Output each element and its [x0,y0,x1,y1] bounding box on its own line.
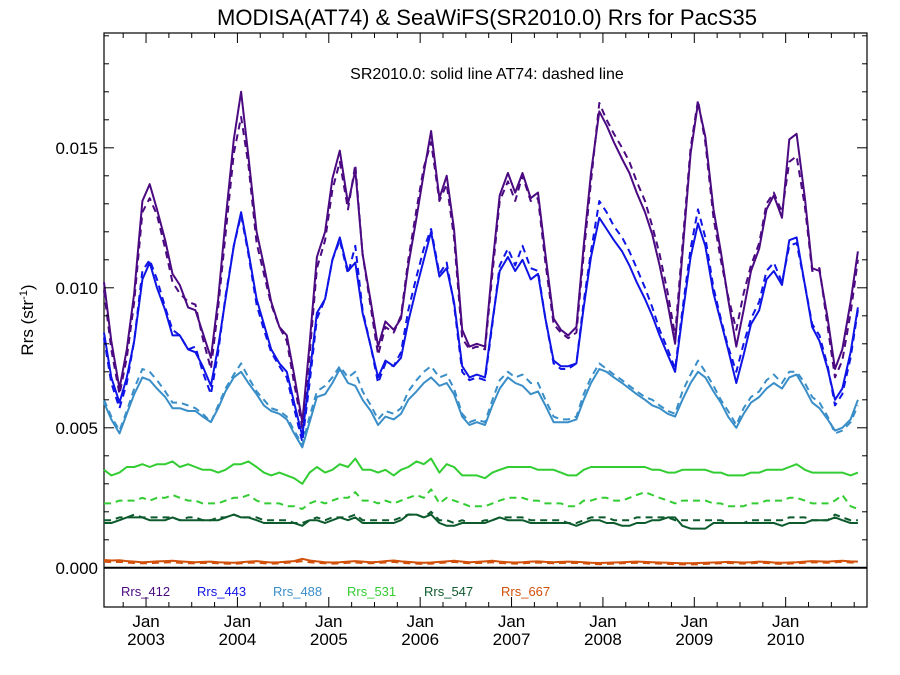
y-axis-label-close: ) [18,284,37,290]
series-line-rrs-531-at74-dashed [104,488,859,510]
series-line-rrs-488-sr2010-solid [103,368,859,449]
x-tick-year-label: 2010 [767,630,805,649]
legend-item-rrs-531: Rrs_531 [347,584,396,599]
series-line-rrs-667-sr2010-solid [103,557,858,565]
x-tick-year-label: 2006 [401,630,439,649]
legend-item-rrs-488: Rrs_488 [273,584,322,599]
y-axis: 0.000 0.005 0.010 0.015 [55,35,867,578]
series-line-rrs-488-at74-dashed [103,359,859,446]
x-tick-month-label: Jan [772,612,799,631]
series-layer [103,90,859,566]
x-axis: Jan2003Jan2004Jan2005Jan2006Jan2007Jan20… [122,33,855,649]
line-style-note: SR2010.0: solid line AT74: dashed line [350,66,624,83]
series-line-rrs-667-at74-dashed [103,560,858,566]
x-tick-month-label: Jan [132,612,159,631]
y-tick-label: 0.010 [55,279,98,298]
legend-item-rrs-547: Rrs_547 [424,584,473,599]
x-tick-month-label: Jan [315,612,342,631]
x-tick-month-label: Jan [498,612,525,631]
y-tick-label: 0.015 [55,139,98,158]
y-tick-label: 0.000 [55,559,98,578]
legend-item-rrs-667: Rrs_667 [501,584,550,599]
x-tick-year-label: 2005 [310,630,348,649]
series-line-rrs-531-sr2010-solid [103,457,859,485]
x-tick-month-label: Jan [589,612,616,631]
series-line-rrs-443-at74-dashed [103,200,859,443]
x-tick-month-label: Jan [224,612,251,631]
y-axis-label-text: Rrs (str [18,300,37,356]
y-axis-label-superscript: -1 [18,290,30,300]
legend: Rrs_412 Rrs_443 Rrs_488 Rrs_531 Rrs_547 Rrs_6… [121,584,550,599]
chart-title: MODISA(AT74) & SeaWiFS(SR2010.0) Rrs for… [217,5,757,30]
series-line-rrs-443-sr2010-solid [103,211,859,438]
legend-item-rrs-412: Rrs_412 [121,584,170,599]
x-tick-year-label: 2009 [675,630,713,649]
x-tick-month-label: Jan [406,612,433,631]
series-line-rrs-547-at74-dashed [104,510,858,524]
x-tick-year-label: 2003 [127,630,165,649]
series-line-rrs-412-at74-dashed [103,99,859,429]
x-tick-month-label: Jan [681,612,708,631]
x-tick-year-label: 2008 [584,630,622,649]
x-tick-year-label: 2004 [218,630,256,649]
plot-frame [103,32,868,608]
y-tick-label: 0.005 [55,419,98,438]
x-tick-year-label: 2007 [493,630,531,649]
y-axis-label: Rrs (str-1) [18,284,37,355]
series-line-rrs-412-sr2010-solid [103,90,859,424]
legend-item-rrs-443: Rrs_443 [197,584,246,599]
